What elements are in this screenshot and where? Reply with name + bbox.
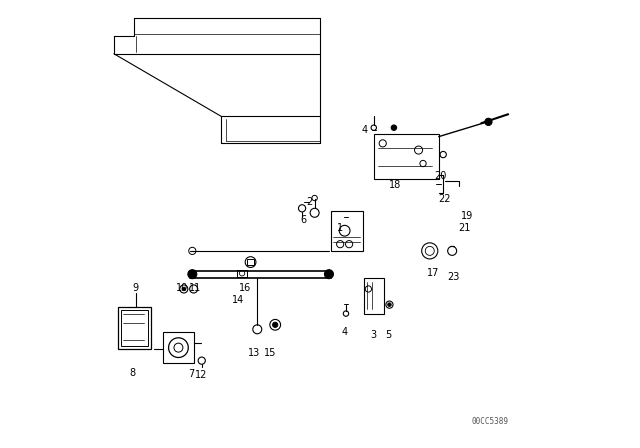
Text: 4: 4 [362, 125, 368, 135]
Bar [332, 211, 362, 251]
Bar [237, 270, 247, 277]
Text: 22: 22 [438, 194, 451, 204]
Text: 10: 10 [176, 283, 188, 293]
Circle shape [324, 270, 333, 279]
Circle shape [273, 322, 278, 327]
Bar [163, 332, 194, 363]
Text: 1: 1 [337, 224, 343, 233]
Bar [374, 134, 439, 179]
Circle shape [391, 125, 397, 130]
Circle shape [188, 270, 197, 279]
Text: 13: 13 [248, 348, 260, 358]
Bar [364, 278, 384, 314]
Text: 3: 3 [371, 330, 377, 340]
Text: 4: 4 [342, 327, 348, 337]
Circle shape [182, 287, 186, 291]
Text: 2: 2 [307, 198, 313, 207]
Text: 16: 16 [239, 283, 252, 293]
Text: 12: 12 [195, 370, 207, 380]
Text: 23: 23 [447, 272, 460, 282]
Text: 15: 15 [264, 348, 276, 358]
Circle shape [485, 118, 492, 125]
Text: 19: 19 [461, 211, 473, 221]
Text: 17: 17 [427, 268, 440, 278]
Text: 8: 8 [130, 368, 136, 378]
Text: 6: 6 [300, 215, 306, 224]
Text: 5: 5 [385, 330, 392, 340]
Text: 21: 21 [458, 224, 470, 233]
Text: 18: 18 [389, 180, 401, 190]
Bar [121, 310, 148, 346]
Bar [118, 307, 151, 349]
Circle shape [388, 303, 391, 306]
Text: 00CC5389: 00CC5389 [472, 417, 509, 426]
Text: 9: 9 [132, 283, 138, 293]
Text: 20: 20 [434, 171, 446, 181]
Text: 14: 14 [232, 295, 244, 305]
Bar [247, 259, 254, 265]
Text: 11: 11 [189, 283, 202, 293]
Text: 7: 7 [188, 369, 195, 379]
